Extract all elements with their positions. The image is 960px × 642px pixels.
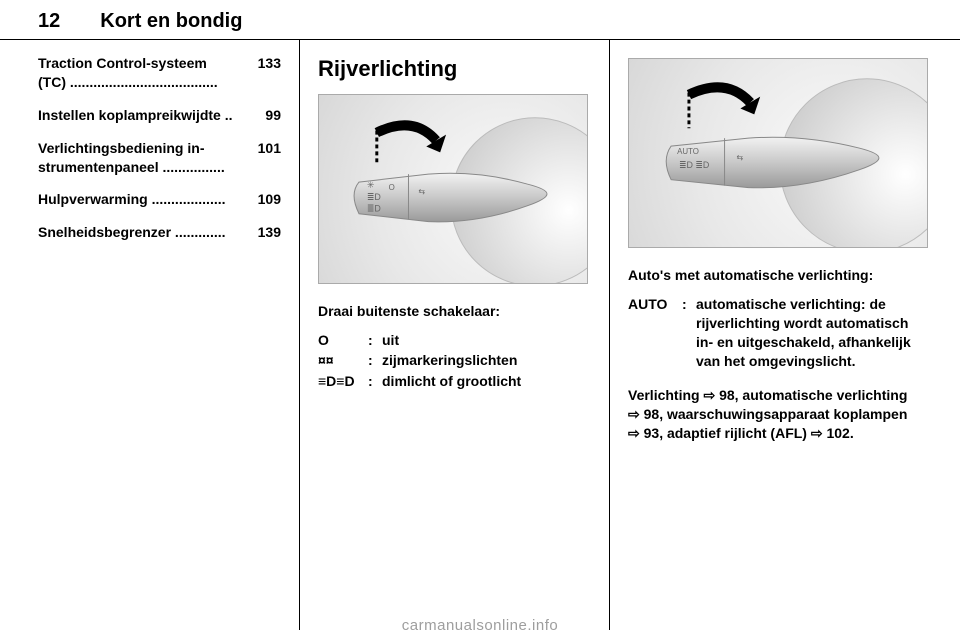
content-columns: Traction Control-systeem (TC) ..........… (0, 40, 960, 630)
column-toc: Traction Control-systeem (TC) ..........… (0, 40, 300, 630)
def-text: zijmarkeringslichten (382, 351, 591, 370)
svg-text:AUTO: AUTO (677, 147, 699, 156)
cross-references: Verlichting ⇨ 98, automatische ver­licht… (628, 386, 922, 443)
svg-text:O: O (389, 183, 395, 192)
def-symbol: ¤¤ (318, 351, 368, 370)
toc-label: Instellen koplampreikwijdte .. (38, 106, 233, 125)
illustration-stalk-manual: ✳ ≣D ≣D O ⇆ (318, 94, 588, 284)
section-title: Kort en bondig (100, 10, 242, 33)
page-number: 12 (38, 10, 60, 33)
page-header: 12 Kort en bondig (0, 0, 960, 40)
symbol-definitions: O : uit ¤¤ : zijmarkeringslichten ≡D≡D :… (318, 331, 591, 392)
toc-row: Traction Control-systeem (TC) ..........… (38, 54, 281, 92)
def-row: ≡D≡D : dimlicht of grootlicht (318, 372, 591, 391)
def-symbol: O (318, 331, 368, 350)
svg-text:⇆: ⇆ (418, 187, 425, 196)
def-text: uit (382, 331, 591, 350)
toc-page: 139 (258, 223, 281, 242)
def-symbol: ≡D≡D (318, 372, 368, 391)
svg-text:≣D ≣D: ≣D ≣D (679, 160, 709, 170)
svg-text:≣D: ≣D (367, 192, 381, 202)
svg-text:⇆: ⇆ (736, 153, 743, 162)
def-colon: : (368, 351, 382, 370)
toc-page: 101 (258, 139, 281, 177)
footer-watermark: carmanualsonline.info (0, 617, 960, 634)
def-row: AUTO : automatische verlichting: de rijv… (628, 295, 922, 371)
def-colon: : (368, 331, 382, 350)
def-text: automatische verlichting: de rijverlicht… (696, 295, 922, 371)
toc-label: Traction Control-systeem (TC) ..........… (38, 54, 238, 92)
toc-row: Hulpverwarming ................... 109 (38, 190, 281, 209)
column-rijverlichting: Rijverlichting (300, 40, 610, 630)
auto-heading-line: Auto's met automatische verlichting: (628, 266, 922, 285)
svg-text:≣D: ≣D (367, 203, 381, 213)
def-text: dimlicht of grootlicht (382, 372, 591, 391)
def-colon: : (368, 372, 382, 391)
toc-page: 133 (258, 54, 281, 92)
toc-label: Verlichtingsbediening in­strumentenpanee… (38, 139, 238, 177)
def-colon: : (682, 295, 696, 371)
toc-label: Hulpverwarming ................... (38, 190, 226, 209)
def-row: O : uit (318, 331, 591, 350)
intro-text: Draai buitenste schakelaar: (318, 302, 591, 321)
heading-rijverlichting: Rijverlichting (318, 54, 591, 84)
svg-text:✳: ✳ (367, 180, 375, 190)
def-symbol: AUTO (628, 295, 682, 371)
toc-page: 99 (265, 106, 281, 125)
toc-page: 109 (258, 190, 281, 209)
toc-label: Snelheidsbegrenzer ............. (38, 223, 226, 242)
toc-row: Verlichtingsbediening in­strumentenpanee… (38, 139, 281, 177)
def-row: ¤¤ : zijmarkeringslichten (318, 351, 591, 370)
toc-row: Instellen koplampreikwijdte .. 99 (38, 106, 281, 125)
toc-row: Snelheidsbegrenzer ............. 139 (38, 223, 281, 242)
auto-definitions: AUTO : automatische verlichting: de rijv… (628, 295, 922, 371)
column-auto: AUTO ≣D ≣D ⇆ Auto's met automatische ver… (610, 40, 960, 630)
illustration-stalk-auto: AUTO ≣D ≣D ⇆ (628, 58, 928, 248)
